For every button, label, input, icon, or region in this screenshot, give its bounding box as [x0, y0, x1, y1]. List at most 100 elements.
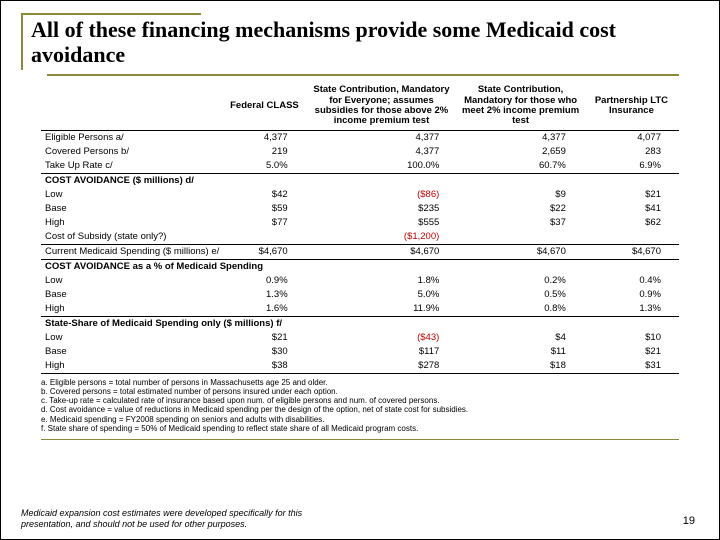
row-label: COST AVOIDANCE as a % of Medicaid Spendi… [41, 259, 679, 274]
cell: 1.8% [306, 274, 458, 288]
table-row: Base$59$235$22$41 [41, 202, 679, 216]
row-label: Low [41, 274, 223, 288]
footnote-line: e. Medicaid spending = FY2008 spending o… [41, 415, 679, 424]
table-row: State-Share of Medicaid Spending only ($… [41, 316, 679, 331]
cell: $30 [223, 345, 305, 359]
table-row: Base$30$117$11$21 [41, 345, 679, 359]
cell: $278 [306, 359, 458, 374]
cell: $21 [584, 345, 679, 359]
cell: 1.6% [223, 302, 305, 317]
disclaimer-text: Medicaid expansion cost estimates were d… [21, 508, 321, 529]
row-label: Covered Persons b/ [41, 145, 223, 159]
footnote-line: b. Covered persons = total estimated num… [41, 387, 679, 396]
title-top-rule [21, 13, 201, 15]
row-label: Base [41, 202, 223, 216]
cell [584, 230, 679, 245]
cell: $22 [457, 202, 584, 216]
cell: 0.4% [584, 274, 679, 288]
table-row: Take Up Rate c/5.0%100.0%60.7%6.9% [41, 159, 679, 174]
cell: $9 [457, 188, 584, 202]
cell: 219 [223, 145, 305, 159]
cell: $11 [457, 345, 584, 359]
cell: 4,077 [584, 130, 679, 145]
row-label: Low [41, 188, 223, 202]
row-label: Eligible Persons a/ [41, 130, 223, 145]
row-label: Take Up Rate c/ [41, 159, 223, 174]
cell: 0.2% [457, 274, 584, 288]
cell: $555 [306, 216, 458, 230]
data-table: Federal CLASS State Contribution, Mandat… [41, 84, 679, 374]
cell: ($86) [306, 188, 458, 202]
table-head: Federal CLASS State Contribution, Mandat… [41, 84, 679, 131]
cell: 4,377 [306, 145, 458, 159]
cell: $4,670 [306, 244, 458, 259]
cell: $37 [457, 216, 584, 230]
table-row: Low$21($43)$4$10 [41, 331, 679, 345]
cell: $18 [457, 359, 584, 374]
cell: ($1,200) [306, 230, 458, 245]
col-header: Federal CLASS [223, 84, 305, 131]
table-row: Covered Persons b/2194,3772,659283 [41, 145, 679, 159]
cell: $21 [223, 331, 305, 345]
col-header: State Contribution, Mandatory for those … [457, 84, 584, 131]
cell: 283 [584, 145, 679, 159]
row-label: High [41, 216, 223, 230]
cell: 5.0% [223, 159, 305, 174]
col-header: State Contribution, Mandatory for Everyo… [306, 84, 458, 131]
cell: $38 [223, 359, 305, 374]
cell: 60.7% [457, 159, 584, 174]
cell: $4,670 [457, 244, 584, 259]
cell: ($43) [306, 331, 458, 345]
cell: $62 [584, 216, 679, 230]
cell: 0.9% [584, 288, 679, 302]
table-row: High$77$555$37$62 [41, 216, 679, 230]
table-body: Eligible Persons a/4,3774,3774,3774,077C… [41, 130, 679, 373]
footnote-line: d. Cost avoidance = value of reductions … [41, 405, 679, 414]
footnote-line: a. Eligible persons = total number of pe… [41, 378, 679, 387]
footnote-line: c. Take-up rate = calculated rate of ins… [41, 396, 679, 405]
cell: 0.5% [457, 288, 584, 302]
title-underline [47, 74, 679, 76]
table-row: COST AVOIDANCE ($ millions) d/ [41, 173, 679, 188]
table-row: Cost of Subsidy (state only?) ($1,200) [41, 230, 679, 245]
page-number: 19 [683, 515, 695, 527]
row-label: State-Share of Medicaid Spending only ($… [41, 316, 679, 331]
cell: $117 [306, 345, 458, 359]
data-table-wrap: Federal CLASS State Contribution, Mandat… [41, 84, 679, 374]
bottom-rule [41, 439, 679, 440]
cell: $4,670 [223, 244, 305, 259]
cell: 1.3% [223, 288, 305, 302]
cell: $21 [584, 188, 679, 202]
col-header [41, 84, 223, 131]
row-label: Cost of Subsidy (state only?) [41, 230, 223, 245]
cell: $41 [584, 202, 679, 216]
cell: 0.9% [223, 274, 305, 288]
cell [457, 230, 584, 245]
cell: 0.8% [457, 302, 584, 317]
row-label: COST AVOIDANCE ($ millions) d/ [41, 173, 679, 188]
cell: 6.9% [584, 159, 679, 174]
cell: 4,377 [223, 130, 305, 145]
cell: $10 [584, 331, 679, 345]
table-row: Low0.9%1.8%0.2%0.4% [41, 274, 679, 288]
row-label: High [41, 359, 223, 374]
row-label: Base [41, 288, 223, 302]
table-footnotes: a. Eligible persons = total number of pe… [41, 378, 679, 433]
cell: $4 [457, 331, 584, 345]
row-label: Current Medicaid Spending ($ millions) e… [41, 244, 223, 259]
title-block: All of these financing mechanisms provid… [21, 13, 699, 70]
cell: 100.0% [306, 159, 458, 174]
slide-title: All of these financing mechanisms provid… [31, 17, 699, 70]
cell: $235 [306, 202, 458, 216]
table-row: COST AVOIDANCE as a % of Medicaid Spendi… [41, 259, 679, 274]
cell: 1.3% [584, 302, 679, 317]
cell: $31 [584, 359, 679, 374]
slide: All of these financing mechanisms provid… [1, 1, 719, 539]
table-row: High$38$278$18$31 [41, 359, 679, 374]
cell: $4,670 [584, 244, 679, 259]
row-label: High [41, 302, 223, 317]
table-row: Eligible Persons a/4,3774,3774,3774,077 [41, 130, 679, 145]
row-label: Base [41, 345, 223, 359]
cell: 4,377 [306, 130, 458, 145]
table-row: Low$42($86)$9$21 [41, 188, 679, 202]
